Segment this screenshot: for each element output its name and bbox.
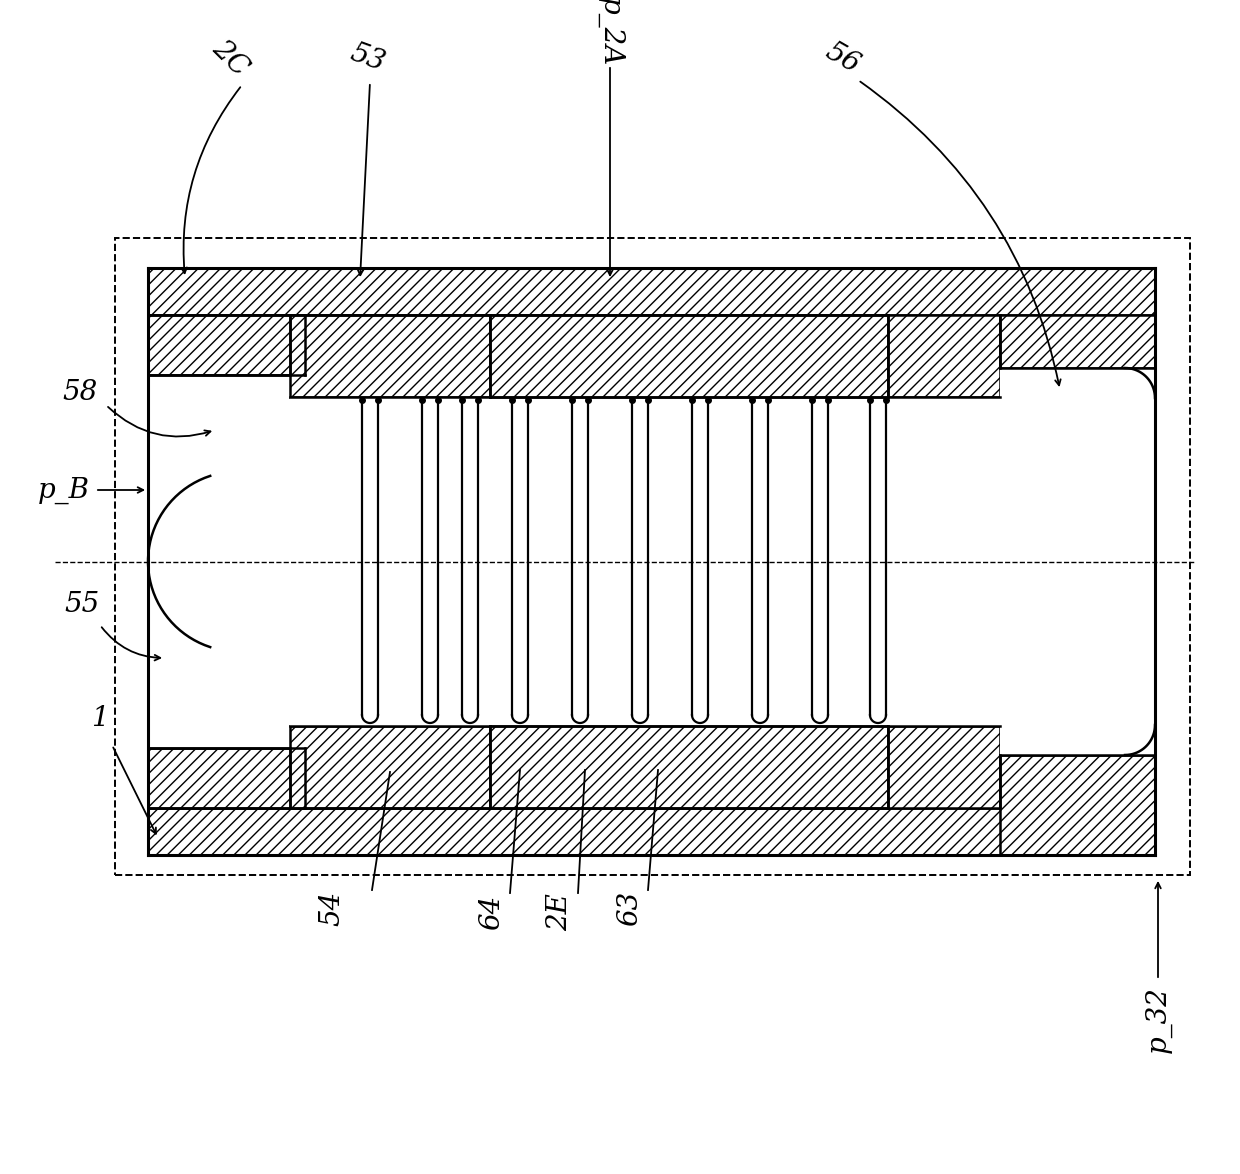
Text: 56: 56 [820,38,864,79]
Bar [148,315,305,375]
Bar [148,375,305,748]
Text: p_2A: p_2A [596,0,624,67]
Bar [148,748,305,808]
Bar [999,367,1154,755]
Bar [148,808,1154,855]
Text: 58: 58 [62,378,98,405]
Bar [999,755,1154,855]
Bar [115,238,1190,875]
Text: 2E: 2E [547,893,573,931]
Bar [999,315,1154,367]
Text: 55: 55 [64,592,99,619]
Bar [490,726,888,808]
Text: 1: 1 [92,704,109,731]
Bar [888,315,999,397]
Bar [888,397,999,726]
Bar [290,726,490,808]
Bar [290,397,490,726]
Text: 63: 63 [616,890,644,925]
Text: 54: 54 [319,890,346,925]
Text: 53: 53 [347,39,389,76]
Text: p_B: p_B [38,477,91,504]
Bar [490,315,888,397]
Bar [888,726,999,808]
Text: p_32: p_32 [1145,986,1172,1053]
Bar [290,315,490,397]
Bar [148,268,1154,315]
Text: 64: 64 [479,895,506,930]
Text: 2C: 2C [207,35,253,81]
